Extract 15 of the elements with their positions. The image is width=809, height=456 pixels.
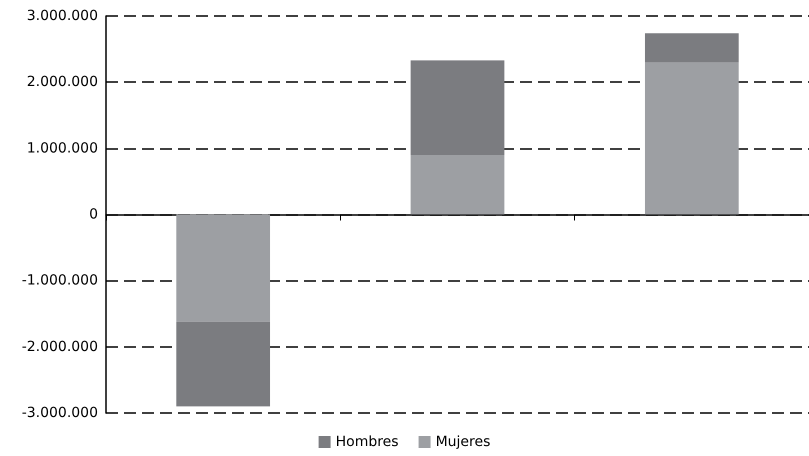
y-tick-label: 1.000.000 <box>26 140 98 156</box>
y-tick-label: 2.000.000 <box>26 74 98 90</box>
bar <box>410 60 504 155</box>
bar <box>176 322 270 406</box>
bar <box>644 62 739 214</box>
y-tick-label: -3.000.000 <box>22 405 98 421</box>
y-tick-label: 0 <box>89 206 98 222</box>
legend-label: Hombres <box>336 434 399 450</box>
y-tick-label: 3.000.000 <box>26 8 98 24</box>
bar <box>176 214 270 322</box>
y-tick-label: -1.000.000 <box>22 272 98 289</box>
bar <box>410 154 504 214</box>
y-tick-label: -2.000.000 <box>22 338 98 355</box>
bar <box>644 33 739 62</box>
legend-label: Mujeres <box>436 434 490 450</box>
